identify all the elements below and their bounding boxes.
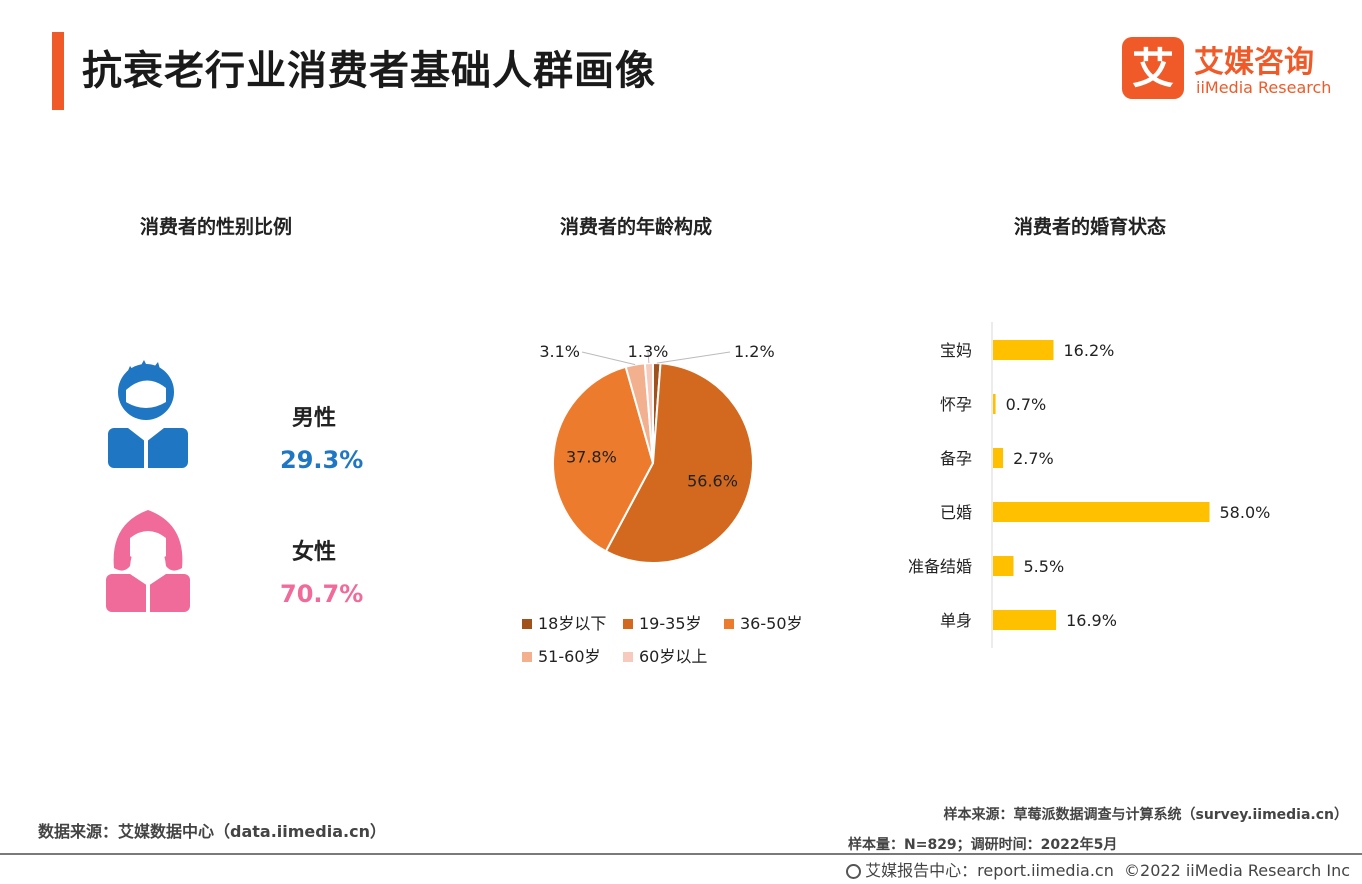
logo-glyph: 艾	[1132, 44, 1174, 93]
copyright-text: ©2022 iiMedia Research Inc	[1124, 861, 1350, 880]
pie-data-label: 1.2%	[734, 342, 775, 361]
pie-data-label: 37.8%	[566, 447, 617, 466]
page-title: 抗衰老行业消费者基础人群画像	[82, 48, 656, 94]
legend-label: 36-50岁	[740, 614, 803, 633]
pie-slice	[552, 365, 655, 553]
bar	[993, 340, 1054, 360]
report-center-link[interactable]: 艾媒报告中心：report.iimedia.cn	[865, 861, 1114, 880]
sample-size: 样本量：N=829；调研时间：2022年5月	[848, 837, 1118, 853]
bar	[993, 394, 996, 414]
legend-swatch	[623, 619, 633, 629]
brand-logo: 艾 艾媒咨询 iiMedia Research	[1122, 37, 1342, 99]
legend-swatch	[724, 619, 734, 629]
bar-category-label: 备孕	[940, 449, 972, 468]
marital-bar-chart: 宝妈 16.2% 怀孕 0.7% 备孕 2.7% 已婚 58.0% 准备结婚 5.5% 单身 16.9…	[908, 322, 1271, 648]
logo-mark-icon: 艾	[1122, 37, 1184, 99]
male-label: 男性	[292, 406, 337, 431]
globe-icon	[846, 864, 862, 879]
bar-category-label: 单身	[940, 611, 972, 630]
bar	[993, 556, 1014, 576]
logo-english-text: iiMedia Research	[1196, 78, 1332, 97]
pie-data-label: 56.6%	[687, 471, 738, 490]
bar-value-label: 0.7%	[1006, 395, 1047, 414]
bar-value-label: 5.5%	[1024, 557, 1065, 576]
age-pie-chart: 56.6% 37.8% 1.2% 1.3% 3.1% 18岁以下 19-35岁 36-50岁 5…	[522, 342, 803, 666]
bar	[993, 448, 1004, 468]
legend-label: 19-35岁	[639, 614, 702, 633]
pie-leader-line	[647, 351, 650, 364]
legend-swatch	[522, 619, 532, 629]
data-source: 数据来源：艾媒数据中心（data.iimedia.cn）	[38, 822, 386, 841]
bar-value-label: 16.9%	[1066, 611, 1117, 630]
gender-section-title: 消费者的性别比例	[140, 216, 293, 238]
bar	[993, 610, 1057, 630]
female-percentage: 70.7%	[280, 580, 364, 608]
logo-mark-text: 艾	[1132, 44, 1174, 93]
pie-leader-line	[581, 351, 636, 366]
age-section-title: 消费者的年龄构成	[560, 216, 713, 238]
legend-label: 60岁以上	[639, 647, 707, 666]
female-person-icon	[106, 510, 190, 612]
logo-chinese-text: 艾媒咨询	[1194, 45, 1314, 80]
legend-swatch	[522, 652, 532, 662]
pie-leader-line	[656, 351, 731, 364]
footer-copyright: 艾媒报告中心：report.iimedia.cn ©2022 iiMedia R…	[846, 857, 1350, 881]
marital-section-title: 消费者的婚育状态	[1014, 216, 1167, 238]
male-percentage: 29.3%	[280, 446, 364, 474]
footer-divider	[0, 853, 1362, 855]
bar-value-label: 2.7%	[1013, 449, 1054, 468]
pie-slice	[604, 362, 754, 564]
bar-category-label: 怀孕	[940, 395, 972, 414]
bar-category-label: 宝妈	[940, 341, 972, 360]
pie-data-label: 1.3%	[628, 342, 669, 361]
bar-category-label: 准备结婚	[908, 557, 972, 576]
legend-label: 18岁以下	[538, 614, 606, 633]
sample-source: 样本来源：草莓派数据调查与计算系统（survey.iimedia.cn）	[943, 807, 1348, 823]
legend-swatch	[623, 652, 633, 662]
male-person-icon	[108, 360, 188, 468]
legend-label: 51-60岁	[538, 647, 601, 666]
bar-value-label: 16.2%	[1064, 341, 1115, 360]
bar	[993, 502, 1210, 522]
bar-category-label: 已婚	[940, 503, 972, 522]
female-label: 女性	[292, 540, 337, 565]
title-accent-bar	[52, 32, 64, 110]
bar-value-label: 58.0%	[1220, 503, 1271, 522]
pie-data-label: 3.1%	[539, 342, 580, 361]
